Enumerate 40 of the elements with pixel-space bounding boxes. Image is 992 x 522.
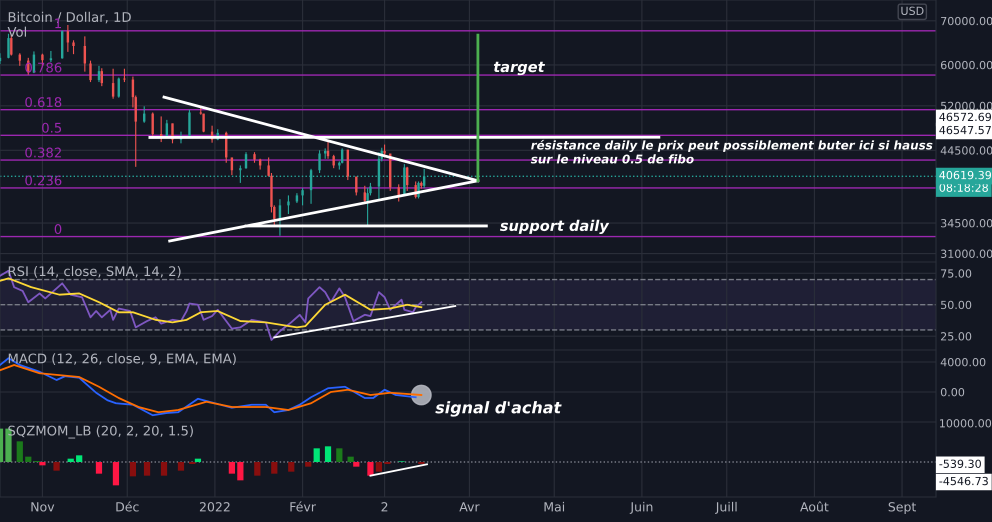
annotation: résistance daily le prix peut possiblement buter ici si hauss [531, 140, 932, 152]
text: 46572.69 [939, 112, 992, 122]
annotation: 0.382 [25, 148, 61, 158]
text: 40619.39 [939, 170, 992, 180]
annotation: 0.236 [25, 175, 62, 186]
y-tick-label: 4000.00 [940, 358, 986, 366]
x-tick-label: Juin [630, 502, 652, 514]
x-tick-label: 2022 [200, 502, 230, 512]
x-tick-label: 2 [382, 502, 388, 512]
x-tick-label: Juill [715, 502, 737, 514]
annotation: target [494, 62, 546, 76]
chart-title: MACD (12, 26, close, 9, EMA, EMA) [8, 353, 236, 366]
y-tick-label: 25.00 [940, 332, 972, 341]
annotation: USD [901, 6, 924, 16]
x-tick-label: Nov [31, 502, 54, 512]
chart-title: RSI (14, close, SMA, 14, 2) [8, 266, 181, 278]
text: 46547.57 [939, 126, 991, 134]
y-tick-label: 70000.00 [941, 16, 992, 26]
x-tick-label: Sept [888, 502, 916, 514]
y-tick-label: 60000.00 [940, 60, 992, 70]
x-tick-label: Févr [290, 501, 316, 512]
y-tick-label: 34500.00 [941, 218, 992, 228]
x-tick-label: Avr [459, 502, 480, 512]
text: 10000.00 [940, 419, 992, 428]
annotation: signal d'achat [435, 401, 562, 417]
y-tick-label: 31000.00 [941, 250, 992, 258]
text: -4546.73 [939, 476, 988, 486]
x-tick-label: Août [800, 501, 829, 512]
y-tick-label: 44500.00 [940, 146, 992, 155]
annotation: support daily [500, 220, 610, 234]
annotation: 0.5 [42, 122, 62, 133]
x-tick-label: Déc [116, 501, 139, 512]
text: -539.30 [939, 460, 981, 468]
y-tick-label: 50.00 [941, 300, 972, 310]
x-tick-label: Mai [544, 502, 564, 512]
annotation: 0 [54, 224, 62, 234]
annotation: 0.618 [25, 97, 62, 108]
y-tick-label: 52000.00 [941, 102, 992, 110]
y-tick-label: 0.00 [940, 388, 964, 396]
y-tick-label: 75.00 [941, 269, 972, 278]
